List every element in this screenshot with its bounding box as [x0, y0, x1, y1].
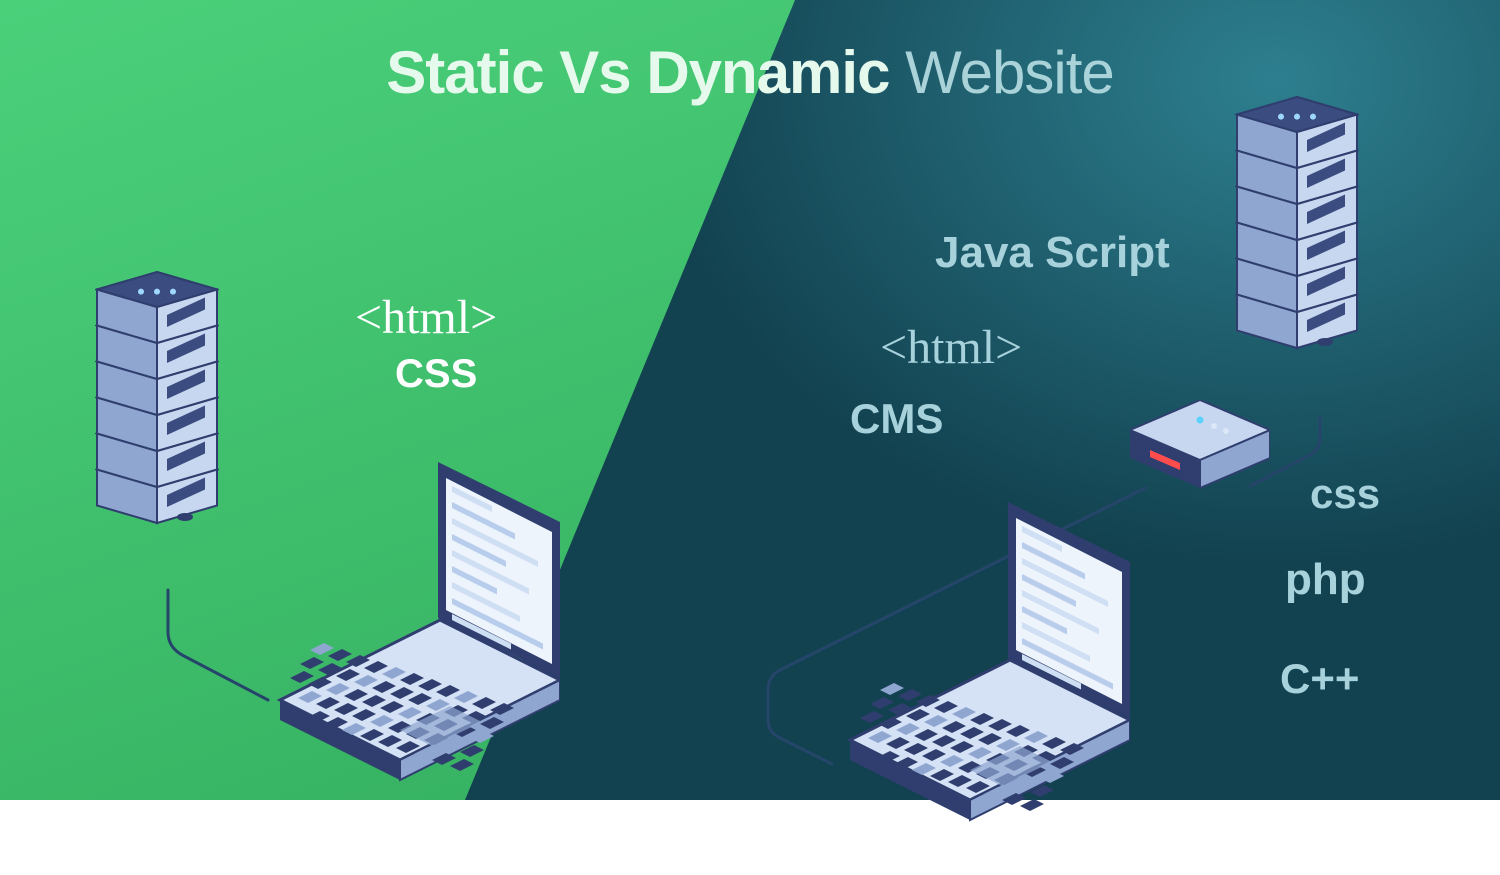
label-html-right: <html>: [880, 320, 1022, 375]
label-cpp: C++: [1280, 655, 1359, 703]
title-bold-part: Static Vs Dynamic: [386, 39, 889, 106]
label-cms: CMS: [850, 395, 943, 443]
laptop-left-icon: [220, 450, 560, 835]
label-css-right: css: [1310, 470, 1380, 518]
label-html-left: <html>: [355, 290, 497, 345]
router-box-icon: [1130, 400, 1270, 495]
server-stack-left-icon: [95, 270, 219, 561]
main-title: Static Vs Dynamic Website: [386, 38, 1114, 107]
laptop-right-icon: [790, 490, 1130, 875]
label-css-left: CSS: [395, 352, 477, 397]
label-javascript: Java Script: [935, 228, 1170, 278]
label-php: php: [1285, 555, 1366, 605]
server-stack-right-icon: [1235, 95, 1359, 386]
infographic-canvas: Static Vs Dynamic Website <html> CSS Jav…: [0, 0, 1500, 800]
title-light-part: Website: [889, 39, 1113, 106]
